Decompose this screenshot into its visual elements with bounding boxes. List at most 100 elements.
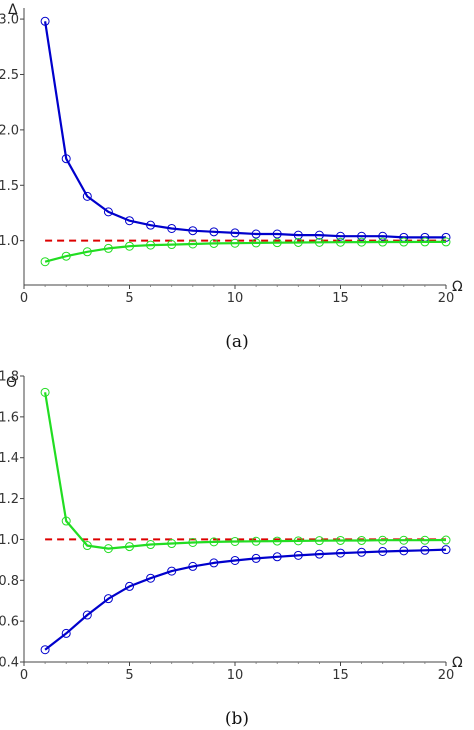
panel-b-caption: (b) [225,709,249,729]
panel-b-green-data-point [399,535,409,545]
panel-b-series [40,387,451,655]
panel-b-blue-data-point [420,545,430,555]
panel-a-green-data-point [82,247,92,257]
panel-b-blue-data-point [167,566,177,576]
panel-b-blue-data-point [336,548,345,558]
panel-b-blue-data-point [399,546,409,556]
panel-a-green-data-point [230,238,240,248]
panel-b-green-data-point [146,540,156,550]
panel-a-green-data-point [61,251,71,261]
panel-b-blue-data-point [82,610,92,620]
panel-a-blue-data-point [314,230,324,240]
panel-b-y-tick-label: 0.8 [0,574,19,589]
panel-b-green-data-point [293,536,303,546]
panel-b-green-series-line [44,392,447,550]
panel-a-green-data-point [167,240,177,250]
panel-b-green-data-point [188,537,198,547]
panel-a-x-tick-label: 10 [227,291,244,306]
panel-b-green-data-point [357,535,367,545]
panel-b-blue-data-point [314,549,324,559]
panel-b-y-tick-label: 1.0 [0,533,19,548]
panel-b-blue-data-point [40,645,50,655]
panel-a-x-ticks: 0 5 10 15 20 [20,285,454,306]
panel-a-blue-data-point [61,154,71,164]
panel-a-y-tick-label: 2.5 [0,68,19,83]
panel-b-blue-data-point [293,550,303,560]
panel-b-x-tick-label: 15 [332,668,349,683]
panel-b-green-data-point [251,536,261,546]
panel-a-blue-data-point [82,191,92,201]
panel-a-blue-data-point [378,231,388,241]
panel-a-y-axis-label: Δ [8,2,18,18]
panel-b-blue-data-point [378,546,388,556]
panel-a-y-tick-label: 2.0 [0,123,19,138]
panel-a-series [40,16,451,267]
panel-b-green-data-point [61,516,71,526]
panel-b-green-data-point [230,536,240,546]
panel-a-green-data-point [146,240,156,250]
panel-b-y-tick-label: 0.4 [0,656,19,671]
panel-b-blue-series-line [44,548,447,651]
panel-a-x-axis-label: Ω [452,279,463,295]
panel-b-x-tick-label: 20 [438,668,455,683]
panel-b-y-axis-label: Θ [6,375,17,391]
panel-a-green-data-point [420,237,430,247]
panel-b-green-data-point [82,541,92,551]
panel-a-blue-series-line [44,21,446,239]
panel-b-blue-data-point [103,594,113,604]
panel-a-x-tick-label: 0 [20,291,28,306]
panel-b-green-data-point [40,387,50,397]
panel-a-green-data-point [251,238,261,248]
panel-b-green-data-point [103,544,113,554]
panel-b-blue-data-point [230,555,240,565]
panel-a-green-data-point [314,237,324,247]
panel-a-green-data-point [441,237,451,247]
panel-b-green-data-point [378,535,388,545]
panel-b-green-data-point [314,536,324,546]
panel-b-x-axis-label: Ω [452,655,463,671]
panel-a-blue-data-point [188,226,198,236]
panel-a-blue-data-point [336,231,345,241]
panel-a-blue-data-point [357,231,367,241]
panel-b-blue-data-point [441,545,451,555]
panel-a-chart: Δ Ω 0 5 10 15 20 1.0 1.5 2.0 2.5 3.0 (a) [0,2,463,352]
panel-a-blue-data-point [272,229,282,239]
panel-a-blue-data-point [125,216,134,226]
panel-a-y-tick-label: 3.0 [0,13,19,28]
panel-b-y-tick-label: 1.8 [0,370,19,385]
panel-a-blue-data-point [146,220,156,230]
panel-b-x-tick-label: 5 [125,668,133,683]
panel-a-blue-data-point [103,207,113,217]
panel-a-y-tick-label: 1.0 [0,234,19,249]
panel-a-green-data-point [399,237,409,247]
panel-b-blue-data-point [146,573,156,583]
panel-b-x-tick-label: 10 [227,668,244,683]
panel-b-green-data-point [272,536,282,546]
panel-b-green-data-point [441,535,451,545]
panel-b-x-tick-label: 0 [20,668,28,683]
panel-b-y-tick-label: 0.6 [0,615,19,630]
panel-b-green-data-point [336,535,345,545]
panel-a-blue-data-point [230,228,240,238]
panel-a-blue-data-point [40,16,50,26]
panel-a-green-data-point [40,257,50,267]
panel-b-green-data-point [420,535,430,545]
panel-b-blue-data-point [188,561,198,571]
panel-b-y-tick-label: 1.4 [0,451,19,466]
panel-a-x-tick-label: 20 [438,291,455,306]
panel-a-green-data-point [293,237,303,247]
panel-a-x-tick-label: 15 [332,291,349,306]
panel-a-green-data-point [378,237,388,247]
panel-a-green-data-point [336,237,345,247]
panel-a-blue-data-point [209,227,219,237]
panel-b-green-data-point [125,542,134,552]
panel-b-y-tick-label: 1.6 [0,410,19,425]
panel-b-blue-data-point [251,553,261,563]
panel-b-x-ticks: 0 5 10 15 20 [20,662,454,683]
panel-a-blue-data-point [251,229,261,239]
panel-a-blue-data-point [293,230,303,240]
panel-b-blue-data-point [357,547,367,557]
panel-b-blue-data-point [209,558,219,568]
panel-b-chart: Θ Ω 0 5 10 15 20 0.4 0.6 0.8 1.0 1.2 1.4 1.6 1.8 (b… [0,370,463,730]
